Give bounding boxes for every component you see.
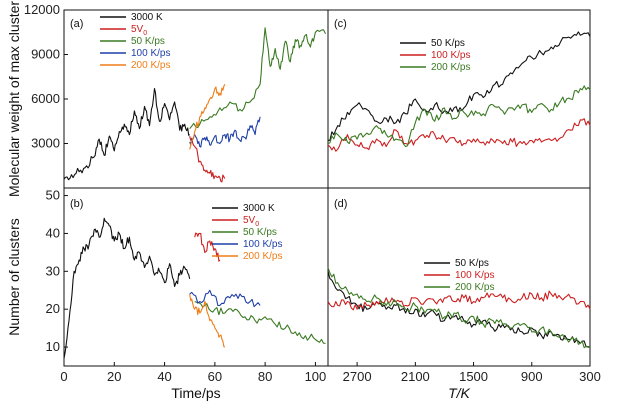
legend-label-a-1: 5V0 — [131, 24, 147, 37]
legend-label-a-4: 200 K/ps — [131, 60, 170, 71]
series-line-b-2 — [194, 301, 326, 344]
series-line-c-2 — [327, 85, 591, 148]
x-tick-label-d-3: 900 — [521, 369, 543, 384]
panel-c-tag: (c) — [334, 18, 347, 30]
legend-label-d-0: 50 K/ps — [455, 258, 489, 269]
x-tick-label-b-2: 40 — [157, 369, 171, 384]
panel-a-tag: (a) — [70, 18, 83, 30]
x-tick-label-d-4: 300 — [579, 369, 601, 384]
legend-label-c-0: 50 K/ps — [431, 38, 465, 49]
legend-label-a-2: 50 K/ps — [131, 36, 165, 47]
legend-label-c-1: 100 K/ps — [431, 50, 470, 61]
y-axis-title-a: Molecular weight of max cluster — [6, 1, 22, 197]
series-line-b-4 — [189, 293, 226, 348]
panel-b-frame — [63, 187, 329, 367]
series-line-a-0 — [63, 88, 191, 181]
y-tick-label-b-1: 20 — [46, 301, 60, 316]
x-tick-label-b-1: 20 — [107, 369, 121, 384]
series-line-a-2 — [189, 27, 326, 130]
x-tick-label-b-3: 60 — [208, 369, 222, 384]
legend-label-b-1: 5V0 — [243, 215, 259, 228]
x-tick-label-b-5: 100 — [305, 369, 327, 384]
x-tick-label-b-4: 80 — [258, 369, 272, 384]
series-line-a-1 — [189, 135, 226, 183]
series-line-a-4 — [189, 83, 226, 150]
legend-label-b-3: 100 K/ps — [243, 239, 282, 250]
y-tick-label-b-2: 30 — [46, 263, 60, 278]
legend-label-b-0: 3000 K — [243, 203, 275, 214]
series-line-b-1 — [194, 232, 221, 262]
y-tick-label-b-3: 40 — [46, 225, 60, 240]
x-tick-label-d-0: 2700 — [343, 369, 372, 384]
y-tick-label-a-3: 12000 — [24, 2, 60, 17]
y-tick-label-a-2: 9000 — [31, 47, 60, 62]
legend-label-c-2: 200 K/ps — [431, 62, 470, 73]
y-tick-label-a-1: 6000 — [31, 91, 60, 106]
panel-a-frame — [63, 9, 329, 189]
series-line-b-3 — [189, 289, 261, 308]
x-tick-label-d-2: 1500 — [459, 369, 488, 384]
y-tick-label-b-4: 50 — [46, 188, 60, 203]
legend-label-d-1: 100 K/ps — [455, 270, 494, 281]
legend-label-a-0: 3000 K — [131, 12, 163, 23]
series-line-d-2 — [327, 267, 591, 349]
x-tick-label-d-1: 2100 — [401, 369, 430, 384]
y-tick-label-a-0: 3000 — [31, 136, 60, 151]
panel-d-frame — [327, 187, 591, 367]
y-tick-label-b-0: 10 — [46, 339, 60, 354]
series-line-a-3 — [189, 116, 261, 148]
x-tick-label-b-0: 0 — [60, 369, 67, 384]
panel-c-frame — [327, 9, 591, 189]
legend-label-a-3: 100 K/ps — [131, 48, 170, 59]
panel-b-tag: (b) — [70, 198, 83, 210]
y-axis-title-b: Number of clusters — [6, 218, 22, 335]
panel-d-tag: (d) — [334, 198, 347, 210]
x-axis-title-left: Time/ps — [171, 385, 220, 401]
series-line-c-0 — [327, 31, 591, 142]
series-line-d-1 — [327, 290, 591, 311]
legend-label-b-2: 50 K/ps — [243, 227, 277, 238]
legend-label-d-2: 200 K/ps — [455, 282, 494, 293]
x-axis-title-right: T/K — [448, 385, 470, 401]
series-line-b-0 — [63, 217, 191, 359]
legend-label-b-4: 200 K/ps — [243, 251, 282, 262]
series-line-c-1 — [327, 118, 591, 152]
